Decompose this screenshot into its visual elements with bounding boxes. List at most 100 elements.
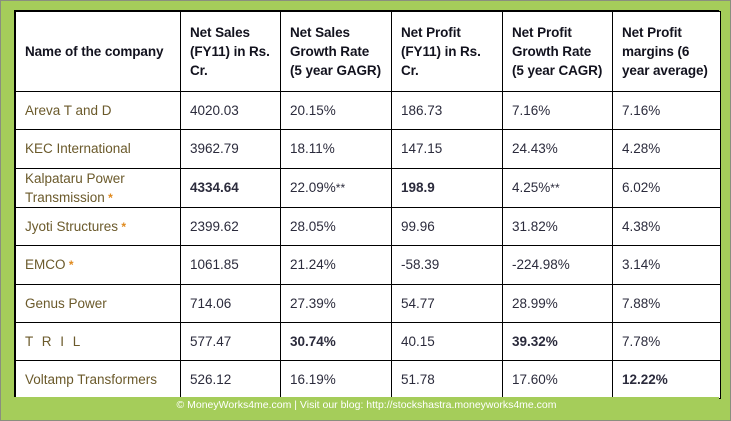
cell-net-profit-value: 51.78	[401, 372, 435, 388]
company-footnote-asterisk: *	[104, 190, 113, 205]
cell-net-sales-growth: 30.74%	[280, 321, 392, 362]
column-header-company: Name of the company	[15, 11, 181, 92]
cell-net-profit-growth-value: 7.16%	[512, 103, 551, 119]
table-row: Genus Power 714.06 27.39% 54.77 28.99% 7.88%	[15, 283, 721, 323]
comparison-table-container: Name of the company Net Sales (FY11) in …	[14, 10, 721, 400]
cell-company: KEC International	[15, 129, 181, 169]
cell-net-sales: 526.12	[180, 360, 281, 400]
cell-company: Areva T and D	[15, 90, 181, 131]
table-row: Areva T and D 4020.03 20.15% 186.73 7.16% 7.1…	[15, 90, 721, 131]
cell-net-profit-growth-value: 17.60%	[512, 372, 558, 388]
cell-net-profit-growth: 28.99%	[502, 283, 613, 323]
cell-net-profit-margin-value: 3.14%	[622, 257, 661, 273]
cell-net-sales-growth: 16.19%	[280, 360, 392, 400]
cell-net-profit-margin: 4.38%	[612, 206, 721, 247]
cell-net-profit-growth-value: 31.82%	[512, 218, 558, 234]
cell-net-profit-margin-value: 7.16%	[622, 103, 661, 119]
cell-net-sales-value: 3962.79	[190, 141, 239, 157]
cell-net-profit-growth: 7.16%	[502, 90, 613, 131]
table-header-row: Name of the company Net Sales (FY11) in …	[15, 11, 721, 92]
table-row: Kalpataru Power Transmission * 4334.64 22.…	[15, 167, 721, 208]
column-header-net-sales-growth: Net Sales Growth Rate (5 year GAGR)	[280, 11, 392, 92]
cell-net-profit: 54.77	[391, 283, 503, 323]
footer-credit-bar: © MoneyWorks4me.com | Visit our blog: ht…	[14, 397, 719, 414]
table-body: Areva T and D 4020.03 20.15% 186.73 7.16% 7.1…	[15, 90, 721, 400]
cell-net-sales-value: 714.06	[190, 295, 232, 311]
company-name-label: Voltamp Transformers	[25, 372, 158, 388]
cell-net-sales-growth-footnote-marker: **	[335, 181, 346, 196]
cell-net-profit: 198.9	[391, 167, 503, 208]
cell-net-profit-margin: 3.14%	[612, 245, 721, 285]
cell-net-profit-margin: 6.02%	[612, 167, 721, 208]
cell-net-profit-value: 99.96	[401, 218, 435, 234]
cell-net-profit-margin-value: 7.78%	[622, 333, 661, 349]
table-row: KEC International 3962.79 18.11% 147.15 24.4…	[15, 129, 721, 169]
cell-net-sales-value: 526.12	[190, 372, 232, 388]
company-footnote-asterisk: *	[118, 219, 127, 234]
cell-company: Jyoti Structures *	[15, 206, 181, 247]
company-financials-table: Name of the company Net Sales (FY11) in …	[15, 11, 721, 400]
cell-net-sales-growth-value: 16.19%	[290, 372, 336, 388]
cell-net-profit-growth-value: 24.43%	[512, 141, 558, 157]
cell-company: Kalpataru Power Transmission *	[15, 167, 181, 208]
cell-net-profit: 51.78	[391, 360, 503, 400]
company-name-label: EMCO	[25, 257, 66, 273]
cell-net-profit: 99.96	[391, 206, 503, 247]
cell-net-sales: 3962.79	[180, 129, 281, 169]
company-footnote-asterisk: *	[65, 258, 74, 273]
cell-net-sales-growth: 21.24%	[280, 245, 392, 285]
cell-net-sales-growth-value: 20.15%	[290, 103, 336, 119]
cell-net-profit-margin-value: 6.02%	[622, 180, 661, 196]
cell-net-sales-growth: 18.11%	[280, 129, 392, 169]
cell-net-profit-growth-value: -224.98%	[512, 257, 570, 273]
cell-net-profit-margin-value: 7.88%	[622, 295, 661, 311]
cell-company: EMCO *	[15, 245, 181, 285]
cell-net-profit-growth-value: 28.99%	[512, 295, 558, 311]
cell-net-profit-value: 186.73	[401, 103, 443, 119]
cell-net-profit-value: 54.77	[401, 295, 435, 311]
company-name-label: KEC International	[25, 141, 131, 157]
cell-net-profit-growth-footnote-marker: **	[550, 181, 560, 196]
cell-net-sales-value: 577.47	[190, 333, 232, 349]
cell-net-profit-margin-value: 12.22%	[622, 372, 668, 388]
company-name-label: Jyoti Structures	[25, 218, 119, 234]
company-name-label: T R I L	[25, 333, 83, 349]
company-name-label: Areva T and D	[25, 103, 112, 119]
cell-net-sales-growth: 27.39%	[280, 283, 392, 323]
cell-net-sales-growth-value: 28.05%	[290, 218, 336, 234]
cell-net-profit: 40.15	[391, 321, 503, 362]
cell-net-profit-value: 147.15	[401, 141, 443, 157]
cell-net-profit-margin: 7.16%	[612, 90, 721, 131]
cell-net-profit: -58.39	[391, 245, 503, 285]
cell-net-sales-growth-value: 27.39%	[290, 295, 336, 311]
table-row: Voltamp Transformers 526.12 16.19% 51.78 17.…	[15, 360, 721, 400]
cell-net-profit-value: -58.39	[401, 257, 440, 273]
cell-net-profit-value: 40.15	[401, 333, 435, 349]
cell-net-profit-margin-value: 4.38%	[622, 218, 661, 234]
table-row: Jyoti Structures * 2399.62 28.05% 99.96 31.8…	[15, 206, 721, 247]
cell-net-profit-margin: 4.28%	[612, 129, 721, 169]
cell-net-profit-growth-value: 39.32%	[512, 333, 558, 349]
company-name-label: Kalpataru Power Transmission	[25, 170, 129, 205]
cell-net-sales-growth-value: 18.11%	[290, 141, 335, 157]
cell-net-sales: 4020.03	[180, 90, 281, 131]
table-row: T R I L 577.47 30.74% 40.15 39.32% 7.78%	[15, 321, 721, 362]
cell-net-profit-growth-value: 4.25%	[512, 180, 551, 196]
column-header-net-profit-growth: Net Profit Growth Rate (5 year CAGR)	[502, 11, 613, 92]
column-header-net-profit: Net Profit (FY11) in Rs. Cr.	[391, 11, 503, 92]
company-name-label: Genus Power	[25, 295, 107, 311]
column-header-net-profit-margin: Net Profit margins (6 year average)	[612, 11, 721, 92]
cell-net-profit: 147.15	[391, 129, 503, 169]
cell-company: Genus Power	[15, 283, 181, 323]
cell-net-sales: 577.47	[180, 321, 281, 362]
cell-net-profit-margin: 7.88%	[612, 283, 721, 323]
cell-net-sales-value: 4334.64	[190, 180, 239, 196]
cell-net-sales-growth-value: 30.74%	[290, 333, 336, 349]
cell-company: Voltamp Transformers	[15, 360, 181, 400]
cell-net-profit-growth: 24.43%	[502, 129, 613, 169]
footer-credit-text: © MoneyWorks4me.com | Visit our blog: ht…	[176, 399, 557, 411]
cell-net-profit-margin: 12.22%	[612, 360, 721, 400]
cell-net-profit-margin: 7.78%	[612, 321, 721, 362]
cell-net-profit-growth: 17.60%	[502, 360, 613, 400]
cell-net-profit-value: 198.9	[401, 180, 435, 196]
